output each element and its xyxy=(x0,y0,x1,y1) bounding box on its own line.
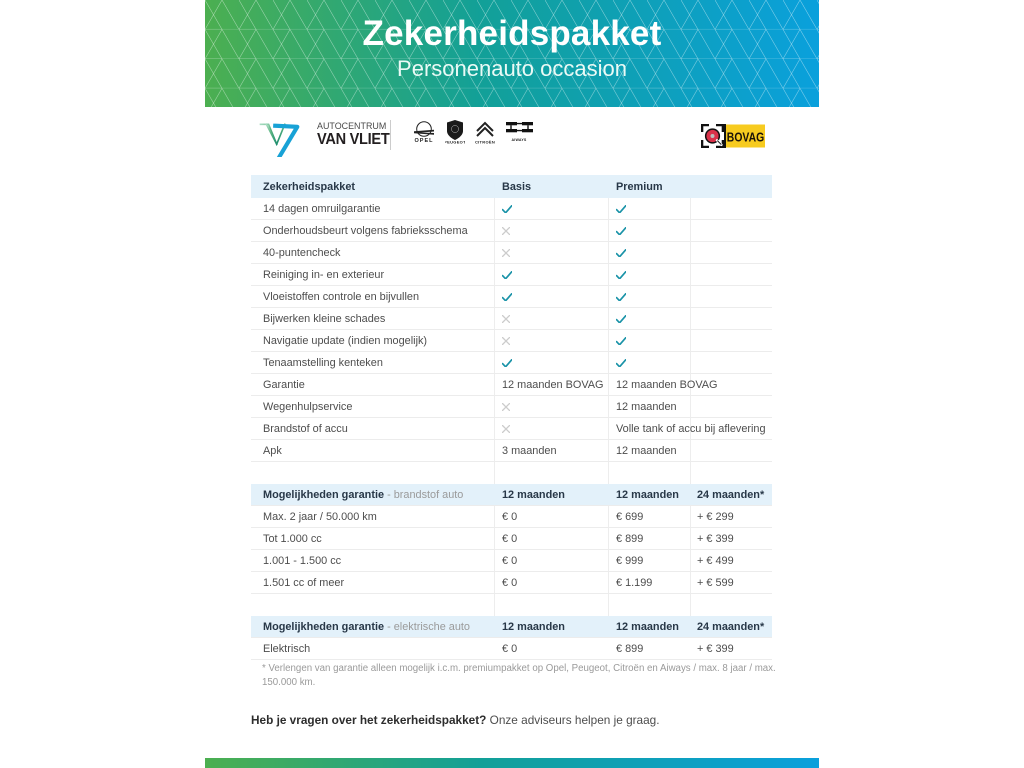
svg-text:OPEL: OPEL xyxy=(415,138,434,144)
svg-text:BOVAG: BOVAG xyxy=(727,130,764,144)
svg-text:PEUGEOT: PEUGEOT xyxy=(445,140,465,145)
svg-text:AIWAYS: AIWAYS xyxy=(511,138,526,142)
svg-text:CITROËN: CITROËN xyxy=(475,140,495,145)
